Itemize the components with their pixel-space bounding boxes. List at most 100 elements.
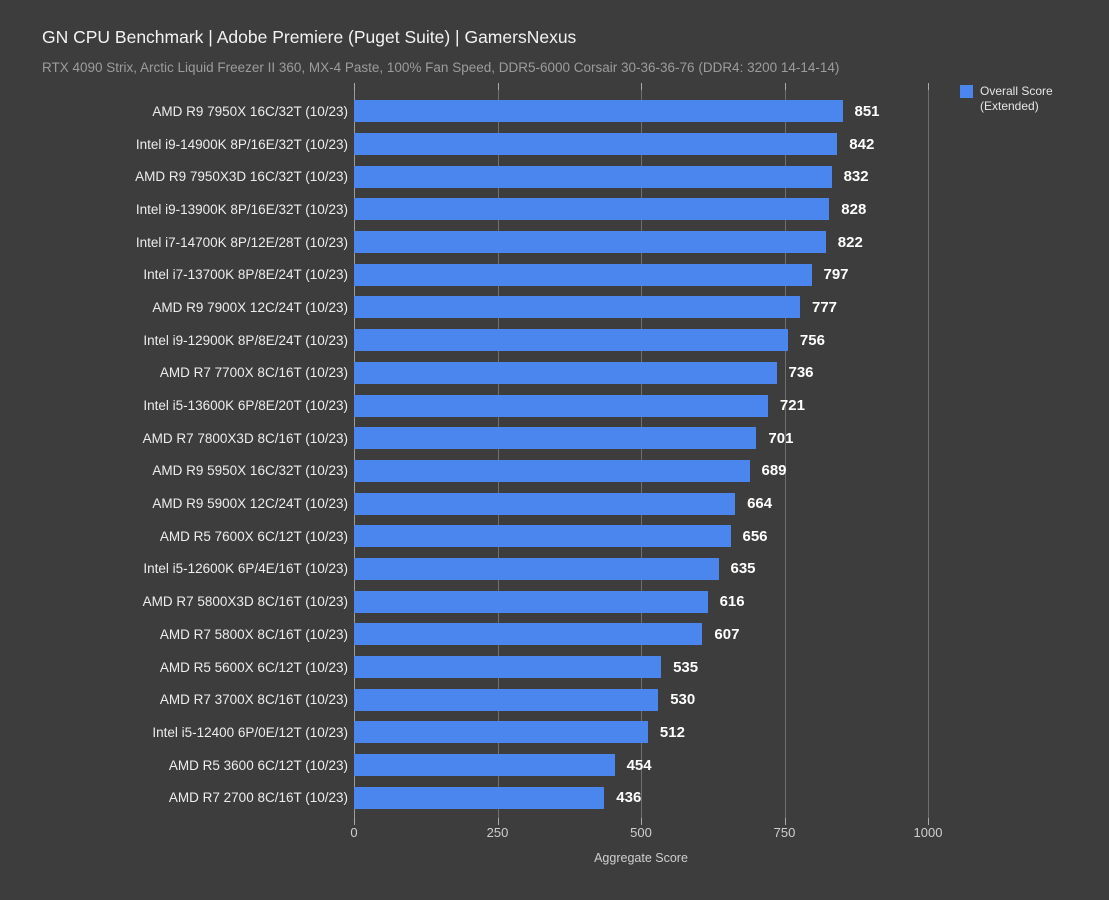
tick-mark [497,83,499,90]
score-value: 777 [812,298,838,316]
category-label: AMD R5 3600 6C/12T (10/23) [168,757,348,773]
gridline [784,83,786,818]
bar-track: 822 [354,231,1092,254]
category-label: AMD R9 5950X 16C/32T (10/23) [152,463,348,479]
score-bar [354,721,648,744]
chart-row: AMD R7 7800X3D 8C/16T (10/23) 701 [42,422,1092,455]
chart-row: AMD R9 7900X 12C/24T (10/23) 777 [42,291,1092,324]
x-tick-label: 500 [630,825,652,840]
score-bar [354,165,832,188]
score-value: 721 [779,397,805,415]
score-value: 822 [837,233,863,251]
score-bar [354,525,731,548]
score-value: 454 [626,756,652,774]
legend-label-line2: (Extended) [980,99,1039,113]
legend-label-line1: Overall Score [980,84,1053,98]
score-value: 530 [670,691,696,709]
score-bar [354,361,777,384]
score-value: 656 [742,527,768,545]
x-tick-label: 1000 [913,825,943,840]
category-label: AMD R9 5900X 12C/24T (10/23) [152,496,348,512]
bar-track: 656 [354,525,1092,548]
category-label: Intel i5-12600K 6P/4E/16T (10/23) [143,561,348,577]
chart-row: Intel i9-13900K 8P/16E/32T (10/23) 828 [42,193,1092,226]
chart-row: Intel i7-13700K 8P/8E/24T (10/23) 797 [42,258,1092,291]
score-bar [354,590,708,613]
score-value: 797 [823,266,849,284]
bar-track: 832 [354,165,1092,188]
score-value: 616 [719,593,745,611]
tick-mark [784,818,786,825]
tick-mark [928,83,929,90]
bar-track: 756 [354,329,1092,352]
score-value: 832 [843,168,869,186]
bar-track: 851 [354,100,1092,123]
bar-track: 797 [354,263,1092,286]
chart-row: Intel i7-14700K 8P/12E/28T (10/23) 822 [42,226,1092,259]
tick-mark [641,83,642,90]
category-label: AMD R7 2700 8C/16T (10/23) [168,790,348,806]
category-label: AMD R7 5800X3D 8C/16T (10/23) [142,594,348,610]
score-value: 512 [659,723,685,741]
tick-mark [784,83,786,90]
bar-track: 689 [354,459,1092,482]
category-label: Intel i5-12400 6P/0E/12T (10/23) [152,724,348,740]
plot-gridlines [354,83,929,825]
axis-zero-line [354,83,355,818]
category-label: Intel i9-14900K 8P/16E/32T (10/23) [135,136,348,152]
score-bar [354,263,812,286]
bar-track: 436 [354,786,1092,809]
bar-track: 607 [354,623,1092,646]
chart-row: AMD R9 5900X 12C/24T (10/23) 664 [42,487,1092,520]
chart-row: AMD R9 7950X3D 16C/32T (10/23) 832 [42,160,1092,193]
bar-track: 616 [354,590,1092,613]
category-label: AMD R5 5600X 6C/12T (10/23) [159,659,348,675]
bar-track: 736 [354,361,1092,384]
category-label: AMD R9 7950X 16C/32T (10/23) [152,103,348,119]
bar-track: 842 [354,133,1092,156]
tick-mark [497,818,499,825]
chart-row: AMD R7 3700X 8C/16T (10/23) 530 [42,683,1092,716]
bar-track: 828 [354,198,1092,221]
score-value: 842 [849,135,875,153]
chart-title: GN CPU Benchmark | Adobe Premiere (Puget… [42,27,577,47]
chart-row: Intel i5-12600K 6P/4E/16T (10/23) 635 [42,553,1092,586]
category-label: AMD R9 7950X3D 16C/32T (10/23) [135,169,348,185]
score-bar [354,656,662,679]
score-value: 701 [768,429,794,447]
bar-rows: AMD R9 7950X 16C/32T (10/23) 851 Intel i… [42,95,1092,814]
score-value: 535 [673,658,699,676]
score-bar [354,786,605,809]
chart-row: Intel i9-12900K 8P/8E/24T (10/23) 756 [42,324,1092,357]
bar-track: 535 [354,656,1092,679]
bar-track: 777 [354,296,1092,319]
score-value: 664 [747,495,773,513]
score-value: 828 [841,200,867,218]
chart-row: AMD R5 5600X 6C/12T (10/23) 535 [42,651,1092,684]
chart-row: Intel i9-14900K 8P/16E/32T (10/23) 842 [42,128,1092,161]
score-bar [354,394,768,417]
category-label: Intel i9-12900K 8P/8E/24T (10/23) [143,332,348,348]
gridline [641,83,642,818]
chart-row: AMD R9 5950X 16C/32T (10/23) 689 [42,455,1092,488]
score-value: 635 [730,560,756,578]
chart-row: Intel i5-12400 6P/0E/12T (10/23) 512 [42,716,1092,749]
score-bar [354,688,659,711]
tick-mark [641,818,642,825]
category-label: AMD R5 7600X 6C/12T (10/23) [159,528,348,544]
gridline [928,83,929,818]
score-bar [354,557,719,580]
chart-row: Intel i5-13600K 6P/8E/20T (10/23) 721 [42,389,1092,422]
chart-row: AMD R7 7700X 8C/16T (10/23) 736 [42,357,1092,390]
tick-mark [928,818,929,825]
category-label: Intel i5-13600K 6P/8E/20T (10/23) [143,398,348,414]
score-value: 851 [854,102,880,120]
category-label: AMD R7 7700X 8C/16T (10/23) [159,365,348,381]
score-value: 736 [788,364,814,382]
bar-track: 454 [354,754,1092,777]
score-bar [354,754,615,777]
score-bar [354,492,736,515]
bar-track: 701 [354,427,1092,450]
bar-track: 635 [354,557,1092,580]
